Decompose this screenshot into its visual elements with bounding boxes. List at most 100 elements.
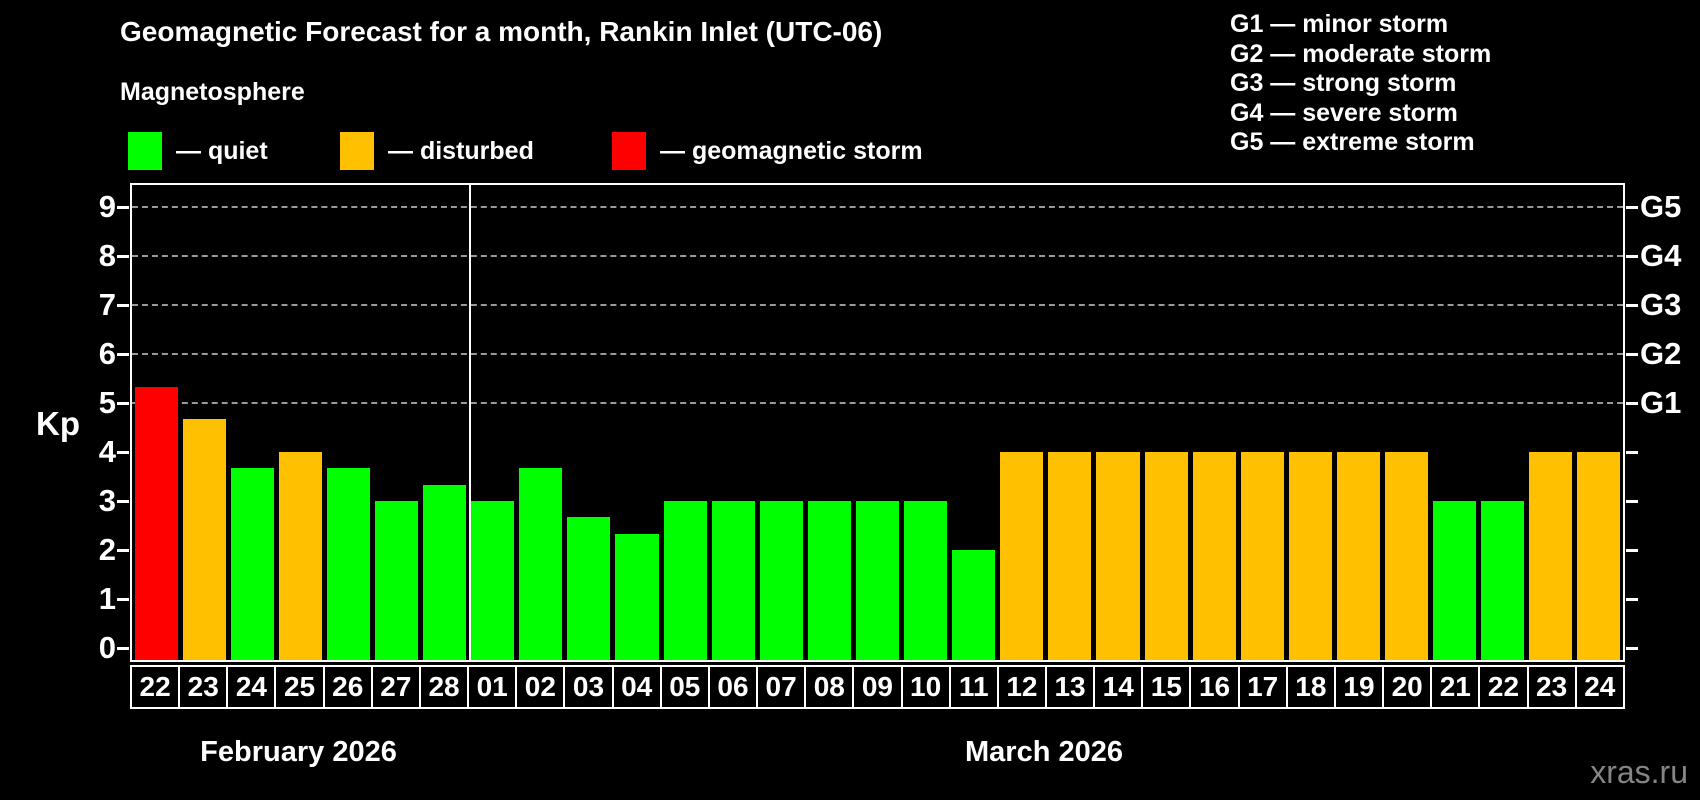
day-label: 03 — [565, 667, 614, 707]
axis-tick-mark — [117, 500, 129, 503]
day-label: 28 — [421, 667, 470, 707]
day-label: 15 — [1143, 667, 1192, 707]
day-label: 22 — [132, 667, 181, 707]
kp-bar — [1144, 452, 1188, 660]
day-label: 01 — [469, 667, 518, 707]
watermark: xras.ru — [1590, 754, 1688, 790]
y-tick-label: 3 — [98, 483, 116, 518]
legend-item-quiet: — quiet — [128, 131, 268, 171]
axis-tick-mark — [1626, 647, 1638, 650]
gridline-kp8 — [132, 255, 1623, 257]
axis-tick-mark — [1626, 255, 1638, 258]
day-label: 04 — [614, 667, 662, 707]
kp-bar — [1048, 452, 1092, 660]
gridline-kp9 — [132, 206, 1623, 208]
day-label: 11 — [951, 667, 999, 707]
g-scale-legend: G1 — minor storm G2 — moderate storm G3 … — [1230, 10, 1491, 158]
kp-bar — [326, 468, 370, 660]
plot-area — [130, 183, 1625, 662]
day-label: 26 — [325, 667, 373, 707]
y-tick-label: 2 — [98, 532, 116, 567]
axis-tick-mark — [1626, 500, 1638, 503]
kp-bar — [615, 533, 659, 660]
g-scale-legend-line: G3 — strong storm — [1230, 69, 1457, 97]
kp-bar — [278, 452, 322, 660]
kp-bar — [182, 419, 226, 660]
axis-tick-mark — [1626, 598, 1638, 601]
legend-label-quiet: — quiet — [176, 136, 268, 165]
page-title: Geomagnetic Forecast for a month, Rankin… — [120, 16, 883, 47]
day-label: 18 — [1288, 667, 1336, 707]
y-tick-label: 9 — [98, 189, 116, 224]
axis-tick-mark — [1626, 206, 1638, 209]
day-label: 07 — [758, 667, 807, 707]
month-label-march: March 2026 — [965, 736, 1123, 768]
day-label: 19 — [1336, 667, 1385, 707]
g-scale-legend-line: G2 — moderate storm — [1230, 39, 1492, 68]
disturbed-color-swatch — [340, 132, 374, 170]
gridline-kp7 — [132, 304, 1623, 306]
g-scale-legend-line: G4 — severe storm — [1230, 98, 1458, 127]
kp-bar — [1192, 452, 1236, 660]
day-label: 05 — [662, 667, 710, 707]
kp-bar — [1481, 501, 1525, 660]
axis-tick-mark — [1626, 451, 1638, 454]
day-label: 17 — [1240, 667, 1288, 707]
day-label: 02 — [517, 667, 566, 707]
y-tick-label: 8 — [98, 238, 116, 273]
day-label: 23 — [180, 667, 229, 707]
kp-bar — [1096, 452, 1140, 660]
kp-bar — [1288, 452, 1332, 660]
g-scale-legend-line: G1 — minor storm — [1230, 10, 1449, 38]
legend-item-storm: — geomagnetic storm — [612, 131, 923, 171]
y-tick-label: 1 — [98, 581, 116, 616]
axis-tick-mark — [1626, 549, 1638, 552]
day-label: 16 — [1191, 667, 1240, 707]
day-label: 13 — [1047, 667, 1096, 707]
magnetosphere-label: Magnetosphere — [120, 78, 305, 106]
y-axis-title: Kp — [36, 405, 80, 442]
kp-bar — [711, 501, 755, 660]
month-label-february: February 2026 — [200, 736, 397, 768]
axis-tick-mark — [1626, 353, 1638, 356]
gridline-kp5 — [132, 402, 1623, 404]
axis-tick-mark — [1626, 304, 1638, 307]
g-axis-label-g2: G2 — [1640, 336, 1682, 371]
kp-bar — [471, 501, 515, 660]
day-label: 12 — [999, 667, 1047, 707]
kp-bar — [1385, 452, 1429, 660]
day-label: 14 — [1095, 667, 1144, 707]
kp-bar — [663, 501, 707, 660]
kp-bar — [1577, 452, 1621, 660]
g-axis-label-g5: G5 — [1640, 189, 1682, 224]
day-label: 21 — [1432, 667, 1481, 707]
kp-bar — [1336, 452, 1380, 660]
y-tick-label: 6 — [98, 336, 116, 371]
axis-tick-mark — [117, 304, 129, 307]
day-label: 06 — [710, 667, 759, 707]
day-label: 22 — [1480, 667, 1529, 707]
g-axis-label-g1: G1 — [1640, 385, 1682, 420]
kp-bar — [1240, 452, 1284, 660]
day-label: 24 — [228, 667, 277, 707]
g-axis-label-g4: G4 — [1640, 238, 1682, 273]
day-label: 27 — [373, 667, 421, 707]
legend-label-storm: — geomagnetic storm — [660, 136, 923, 165]
axis-tick-mark — [117, 598, 129, 601]
gridline-kp6 — [132, 353, 1623, 355]
kp-bar — [1529, 452, 1573, 660]
kp-bar — [230, 468, 274, 660]
day-label: 09 — [854, 667, 903, 707]
g-scale-legend-line: G5 — extreme storm — [1230, 128, 1475, 156]
kp-bar — [567, 517, 611, 660]
axis-tick-mark — [117, 353, 129, 356]
kp-bar — [374, 501, 419, 660]
y-tick-label: 5 — [98, 385, 116, 420]
y-tick-label: 4 — [98, 434, 116, 469]
kp-bar — [1000, 452, 1044, 660]
day-label: 25 — [276, 667, 325, 707]
axis-tick-mark — [117, 549, 129, 552]
kp-bar — [759, 501, 803, 660]
month-separator-line — [469, 185, 471, 660]
